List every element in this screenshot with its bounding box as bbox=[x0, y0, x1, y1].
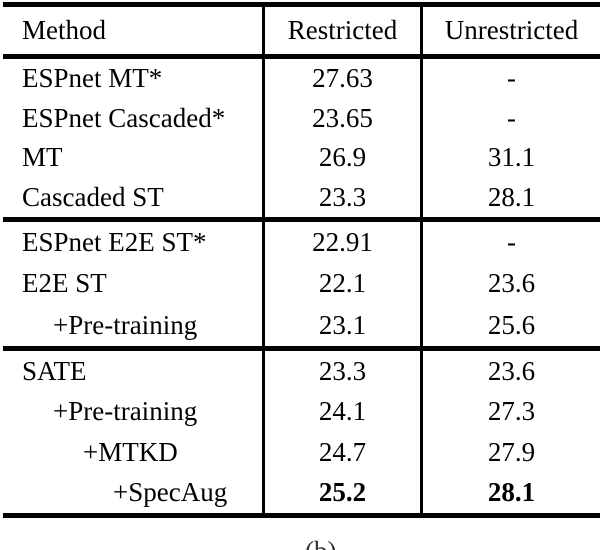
unrestricted-cell: 27.9 bbox=[420, 431, 600, 473]
column-header-restricted: Restricted bbox=[262, 7, 420, 54]
unrestricted-cell: - bbox=[420, 98, 600, 138]
unrestricted-cell: 25.6 bbox=[420, 304, 600, 346]
restricted-cell: 22.1 bbox=[262, 263, 420, 305]
section-rule bbox=[3, 217, 600, 222]
method-cell: +Pre-training bbox=[53, 309, 198, 340]
column-header-unrestricted: Unrestricted bbox=[420, 7, 600, 54]
restricted-cell: 26.9 bbox=[262, 138, 420, 178]
restricted-cell: 24.1 bbox=[262, 391, 420, 432]
top-rule bbox=[3, 2, 600, 7]
header-rule bbox=[3, 54, 600, 59]
method-cell: ESPnet MT* bbox=[22, 63, 163, 94]
method-cell: MT bbox=[22, 142, 63, 173]
method-cell: +SpecAug bbox=[113, 477, 228, 508]
method-cell: +Pre-training bbox=[53, 396, 198, 427]
unrestricted-cell: - bbox=[420, 222, 600, 264]
bottom-rule bbox=[3, 512, 600, 518]
unrestricted-cell: 27.3 bbox=[420, 391, 600, 432]
restricted-cell: 24.7 bbox=[262, 431, 420, 473]
table-section-sate: SATE 23.3 23.6 +Pre-training 24.1 27.3 +… bbox=[3, 350, 600, 513]
unrestricted-cell-best: 28.1 bbox=[420, 472, 600, 513]
unrestricted-cell: 23.6 bbox=[420, 263, 600, 305]
restricted-cell-best: 25.2 bbox=[262, 472, 420, 513]
table-section-e2e: ESPnet E2E ST* 22.91 - E2E ST 22.1 23.6 … bbox=[3, 222, 600, 346]
method-cell: ESPnet Cascaded* bbox=[22, 102, 226, 133]
table-section-baselines: ESPnet MT* 27.63 - ESPnet Cascaded* 23.6… bbox=[3, 59, 600, 217]
method-cell: E2E ST bbox=[22, 268, 107, 299]
unrestricted-cell: 28.1 bbox=[420, 177, 600, 217]
restricted-cell: 23.1 bbox=[262, 304, 420, 346]
unrestricted-cell: 23.6 bbox=[420, 350, 600, 392]
unrestricted-cell: 31.1 bbox=[420, 138, 600, 178]
restricted-cell: 27.63 bbox=[262, 59, 420, 99]
restricted-cell: 23.65 bbox=[262, 98, 420, 138]
caption-fragment: (b) bbox=[305, 538, 336, 550]
section-rule bbox=[3, 345, 600, 351]
restricted-cell: 22.91 bbox=[262, 222, 420, 264]
method-cell: Cascaded ST bbox=[22, 181, 164, 212]
column-header-method: Method bbox=[22, 15, 106, 45]
results-table: Method Restricted Unrestricted ESPnet MT… bbox=[3, 2, 600, 518]
unrestricted-cell: - bbox=[420, 59, 600, 99]
restricted-cell: 23.3 bbox=[262, 350, 420, 392]
restricted-cell: 23.3 bbox=[262, 177, 420, 217]
method-cell: ESPnet E2E ST* bbox=[22, 227, 207, 258]
method-cell: +MTKD bbox=[83, 436, 178, 467]
table-header-row: Method Restricted Unrestricted bbox=[3, 7, 600, 54]
method-cell: SATE bbox=[22, 355, 87, 386]
